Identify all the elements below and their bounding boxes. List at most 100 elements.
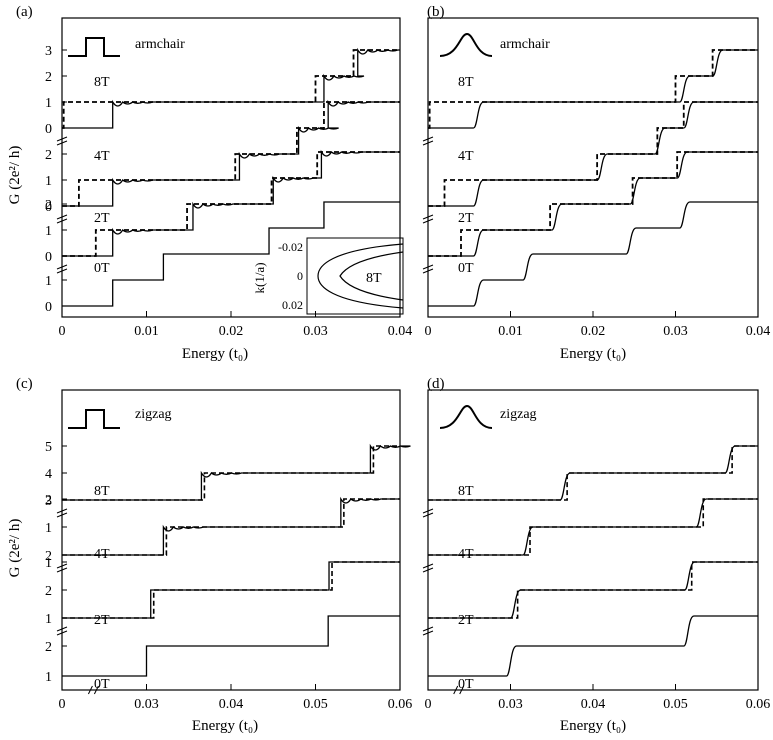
- y-tick-label: 1: [45, 556, 52, 571]
- inset-ytick: 0.02: [282, 298, 303, 312]
- y-axis-break-mark: [422, 264, 434, 274]
- x-tick-label: 0.03: [134, 697, 159, 712]
- inset-ytick: 0: [297, 269, 303, 283]
- inset-ytick: -0.02: [278, 240, 303, 254]
- lattice-label-c: zigzag: [135, 407, 172, 422]
- trace-solid-line: [62, 496, 400, 556]
- y-tick-label: 1: [45, 224, 52, 239]
- trace-label-b-4t: 4T: [458, 149, 474, 164]
- trace-label-a-0t: 0T: [94, 261, 110, 276]
- plot-frame: [427, 389, 759, 691]
- inset-label: 8T: [366, 271, 382, 286]
- trace-solid-line: [62, 99, 400, 207]
- x-tick-label: 0: [425, 697, 432, 712]
- x-tick-label: 0.03: [498, 697, 523, 712]
- trace-solid-line: [62, 443, 411, 501]
- y-axis-break-mark: [56, 626, 68, 636]
- trace-dashed-line: [62, 445, 400, 501]
- panel-label-a: (a): [16, 4, 33, 20]
- y-tick-label: 0: [45, 122, 52, 137]
- panel-label-b: (b): [427, 4, 445, 20]
- y-axis-break-mark: [56, 563, 68, 573]
- trace-label-d-8t: 8T: [458, 484, 474, 499]
- y-tick-label: 3: [45, 494, 52, 509]
- trace-dashed-line: [428, 151, 758, 257]
- y-tick-label: 2: [45, 198, 52, 213]
- trace-dashed-line: [428, 498, 758, 556]
- y-tick-label: 1: [45, 521, 52, 536]
- x-tick-label: 0.04: [219, 697, 244, 712]
- y-axis-break-mark: [56, 264, 68, 274]
- trace-dashed-line: [62, 49, 400, 129]
- trace-label-c-0t: 0T: [94, 677, 110, 692]
- trace-label-a-4t: 4T: [94, 149, 110, 164]
- y-axis-break-mark: [56, 508, 68, 518]
- lattice-label-d: zigzag: [500, 407, 537, 422]
- trace-solid-line: [62, 47, 400, 129]
- trace-solid-line: [428, 101, 758, 207]
- y-tick-label: 0: [45, 250, 52, 265]
- x-tick-label: 0.03: [663, 324, 688, 339]
- y-tick-label: 2: [45, 549, 52, 564]
- inset-band-plot: -0.02 0 0.02 k(1/a) 8T: [252, 237, 404, 315]
- inset-band-curve: [339, 251, 404, 301]
- square-pulse-icon: [68, 37, 120, 57]
- y-tick-label: 1: [45, 670, 52, 685]
- y-tick-label: 1: [45, 274, 52, 289]
- trace-dashed-line: [62, 151, 400, 257]
- x-tick-label: 0.03: [303, 324, 328, 339]
- y-axis-break-mark: [56, 136, 68, 146]
- trace-solid-line: [428, 498, 758, 556]
- y-tick-label: 5: [45, 440, 52, 455]
- y-axis-break-mark: [56, 214, 68, 224]
- panel-label-c: (c): [16, 376, 33, 392]
- trace-dashed-line: [428, 101, 758, 207]
- trace-label-d-0t: 0T: [458, 677, 474, 692]
- x-axis-label-c: Energy (t₀): [192, 718, 258, 734]
- trace-solid-line: [428, 201, 758, 307]
- x-tick-label: 0.06: [746, 697, 771, 712]
- gaussian-pulse-icon: [439, 32, 493, 57]
- x-axis-label-a: Energy (t₀): [182, 346, 248, 362]
- square-pulse-icon: [68, 409, 120, 429]
- x-tick-label: 0.04: [746, 324, 771, 339]
- x-axis-break-mark: [87, 685, 99, 695]
- trace-label-c-2t: 2T: [94, 613, 110, 628]
- x-tick-label: 0.01: [498, 324, 523, 339]
- lattice-label-a: armchair: [135, 37, 185, 52]
- plot-frame: [427, 17, 759, 318]
- x-tick-label: 0.04: [388, 324, 413, 339]
- inset-frame: [306, 237, 404, 315]
- trace-dashed-line: [62, 101, 400, 207]
- trace-dashed-line: [62, 561, 400, 619]
- x-tick-label: 0.06: [388, 697, 413, 712]
- gaussian-pulse-icon: [439, 404, 493, 429]
- x-tick-label: 0.05: [663, 697, 688, 712]
- trace-dashed-line: [428, 561, 758, 619]
- x-tick-label: 0.04: [581, 697, 606, 712]
- y-tick-label: 1: [45, 174, 52, 189]
- x-axis-break-mark: [453, 685, 465, 695]
- y-axis-break-mark: [422, 508, 434, 518]
- trace-solid-line: [62, 201, 400, 307]
- inset-ylabel: k(1/a): [252, 262, 267, 293]
- x-tick-label: 0.01: [134, 324, 159, 339]
- x-tick-label: 0.05: [303, 697, 328, 712]
- inset-band-curve: [317, 243, 404, 309]
- x-axis-label-b: Energy (t₀): [560, 346, 626, 362]
- x-tick-label: 0: [59, 324, 66, 339]
- y-tick-label: 2: [45, 640, 52, 655]
- y-tick-label: 3: [45, 44, 52, 59]
- y-axis-label-top: G (2e²/ h): [7, 146, 23, 205]
- y-tick-label: 4: [45, 467, 52, 482]
- trace-label-b-2t: 2T: [458, 211, 474, 226]
- y-axis-break-mark: [422, 136, 434, 146]
- trace-label-a-2t: 2T: [94, 211, 110, 226]
- trace-dashed-line: [62, 498, 400, 556]
- y-axis-break-mark: [422, 563, 434, 573]
- y-axis-break-mark: [422, 626, 434, 636]
- trace-dashed-line: [428, 445, 758, 501]
- x-tick-label: 0: [425, 324, 432, 339]
